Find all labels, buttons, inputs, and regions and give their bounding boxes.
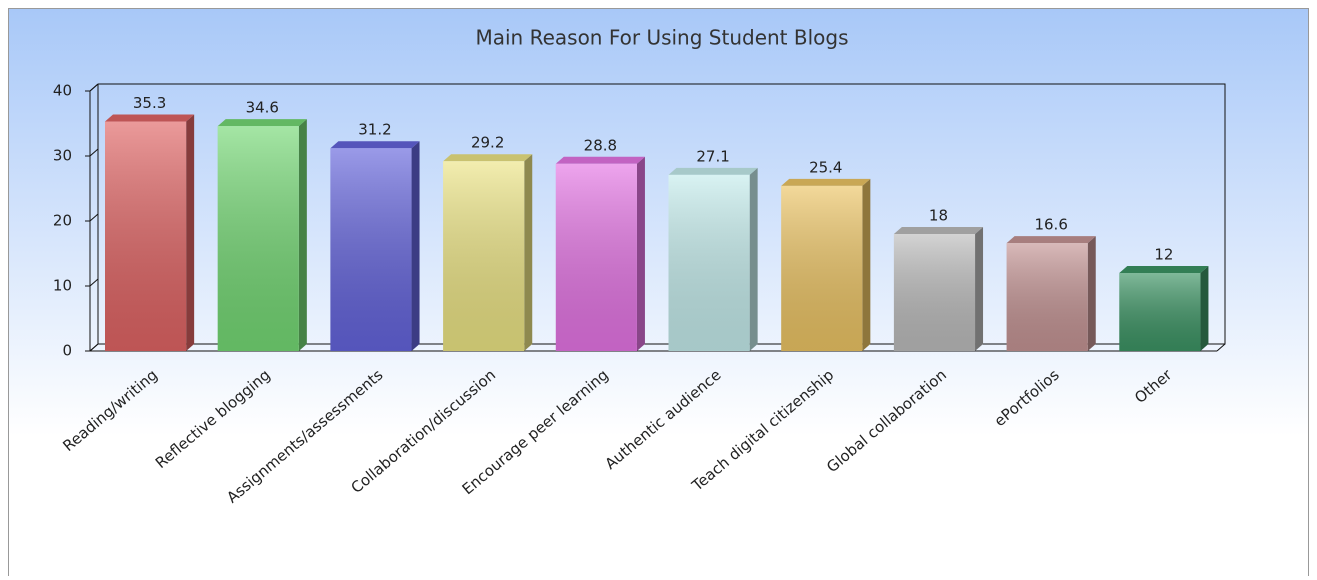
bar-top [105,114,195,122]
data-label: 12 [1154,246,1173,264]
bar-side [411,141,420,351]
bar-top [217,119,307,127]
chart-title: Main Reason For Using Student Blogs [475,26,848,50]
bar-shade [781,185,863,351]
grid-line [89,343,99,352]
bar-top [443,154,533,162]
grid-line [89,213,99,222]
bar-side [186,114,195,351]
bar-top [1006,236,1096,244]
y-tick-label: 0 [62,342,72,360]
bar-side [1200,266,1209,351]
data-label: 18 [929,207,948,225]
chart-background [8,8,1309,579]
y-tick-label: 10 [53,277,72,295]
bar-side [862,178,871,351]
bar-side [524,154,533,351]
bar-top [668,167,758,175]
bar-top [330,141,420,149]
bar-shade [105,121,187,351]
y-tick-label: 40 [53,82,72,100]
y-tick-label: 20 [53,212,72,230]
bar-shade [555,163,637,351]
bar-top [555,156,645,164]
bar-side [636,156,645,351]
data-label: 25.4 [809,158,842,176]
bar-shade [443,161,525,351]
bar-shade [668,174,750,351]
bar-side [975,227,984,351]
bar-top [781,178,871,186]
bar-shade [330,148,412,351]
bar-shade [1119,273,1201,351]
data-label: 16.6 [1034,216,1067,234]
bar-shade [217,126,299,351]
grid-line [89,83,99,92]
data-label: 34.6 [246,99,279,117]
y-tick-label: 30 [53,147,72,165]
bar-side [1087,236,1096,351]
bar-side [749,167,758,351]
data-label: 35.3 [133,94,166,112]
data-label: 27.1 [696,147,729,165]
grid-line [89,148,99,157]
bar-shade [893,234,976,351]
data-label: 29.2 [471,134,504,152]
data-label: 31.2 [358,121,391,139]
bar-side [298,119,307,351]
bar-top [893,227,984,234]
bar-shade [1006,243,1088,351]
bar-top [1119,266,1209,273]
data-label: 28.8 [584,136,617,154]
grid-line [89,278,99,287]
